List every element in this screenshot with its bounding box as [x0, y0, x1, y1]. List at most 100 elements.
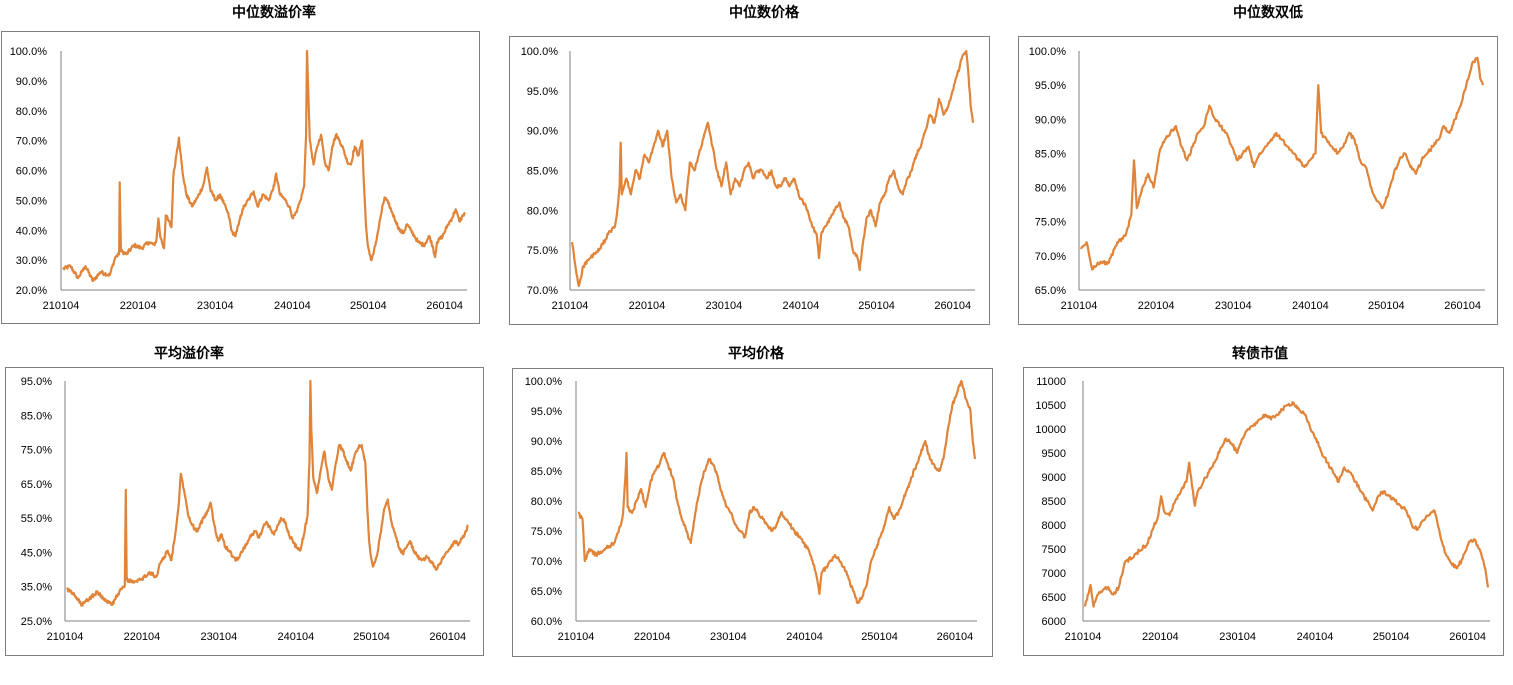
- x-tick-label: 220104: [1142, 631, 1179, 643]
- x-tick-label: 240104: [782, 300, 819, 312]
- x-tick-label: 260104: [1449, 631, 1486, 643]
- y-tick-label: 65.0%: [1035, 285, 1066, 297]
- x-tick-label: 220104: [1138, 300, 1175, 312]
- y-tick-label: 75.0%: [21, 445, 52, 457]
- series-line: [577, 379, 977, 605]
- y-tick-label: 85.0%: [21, 410, 52, 422]
- x-tick-label: 220104: [629, 300, 666, 312]
- x-tick-label: 230104: [706, 300, 743, 312]
- y-tick-label: 75.0%: [531, 526, 562, 538]
- y-tick-label: 6500: [1042, 592, 1066, 604]
- y-tick-label: 60.0%: [531, 616, 562, 628]
- chart-1-title: 中位数溢价率: [232, 5, 316, 21]
- x-tick-label: 240104: [1297, 631, 1334, 643]
- x-tick-label: 230104: [1215, 300, 1252, 312]
- chart-2-title: 中位数价格: [729, 5, 799, 21]
- x-tick-label: 230104: [710, 631, 747, 643]
- x-tick-label: 210104: [43, 300, 80, 312]
- x-tick-label: 210104: [558, 631, 595, 643]
- x-tick-label: 250104: [350, 300, 387, 312]
- y-tick-label: 80.0%: [531, 496, 562, 508]
- x-tick-label: 250104: [858, 300, 895, 312]
- y-tick-label: 6000: [1042, 616, 1066, 628]
- x-tick-label: 240104: [1292, 300, 1329, 312]
- chart-6-title: 转债市值: [1232, 346, 1288, 362]
- y-tick-label: 65.0%: [21, 479, 52, 491]
- y-tick-label: 70.0%: [527, 285, 558, 297]
- y-tick-label: 90.0%: [527, 126, 558, 138]
- y-tick-label: 90.0%: [16, 76, 47, 88]
- y-tick-label: 25.0%: [21, 616, 52, 628]
- y-tick-label: 60.0%: [16, 166, 47, 178]
- series-line: [62, 49, 466, 283]
- y-tick-label: 95.0%: [527, 86, 558, 98]
- y-tick-label: 10500: [1035, 400, 1066, 412]
- y-tick-label: 85.0%: [527, 166, 558, 178]
- y-tick-label: 9000: [1042, 472, 1066, 484]
- x-tick-label: 220104: [120, 300, 157, 312]
- x-tick-label: 210104: [1065, 631, 1102, 643]
- x-tick-label: 220104: [634, 631, 671, 643]
- y-tick-label: 95.0%: [531, 406, 562, 418]
- y-tick-label: 7500: [1042, 544, 1066, 556]
- x-tick-label: 250104: [861, 631, 898, 643]
- chart-4-title: 平均溢价率: [154, 346, 224, 362]
- chart-4-frame: [5, 367, 484, 656]
- x-tick-label: 210104: [1061, 300, 1098, 312]
- y-tick-label: 55.0%: [21, 513, 52, 525]
- y-tick-label: 7000: [1042, 568, 1066, 580]
- x-tick-label: 260104: [426, 300, 463, 312]
- x-tick-label: 250104: [1373, 631, 1410, 643]
- y-tick-label: 100.0%: [1029, 46, 1067, 58]
- y-tick-label: 9500: [1042, 448, 1066, 460]
- y-tick-label: 10000: [1035, 424, 1066, 436]
- y-tick-label: 80.0%: [527, 205, 558, 217]
- y-tick-label: 8000: [1042, 520, 1066, 532]
- y-tick-label: 45.0%: [21, 547, 52, 559]
- y-tick-label: 100.0%: [525, 376, 563, 388]
- y-tick-label: 75.0%: [1035, 217, 1066, 229]
- y-tick-label: 50.0%: [16, 195, 47, 207]
- x-tick-label: 260104: [1444, 300, 1481, 312]
- x-tick-label: 210104: [552, 300, 589, 312]
- x-tick-label: 240104: [786, 631, 823, 643]
- x-tick-label: 230104: [1219, 631, 1256, 643]
- x-tick-label: 250104: [1368, 300, 1405, 312]
- y-tick-label: 95.0%: [1035, 80, 1066, 92]
- x-tick-label: 260104: [934, 300, 971, 312]
- y-tick-label: 90.0%: [1035, 114, 1066, 126]
- chart-2-frame: [509, 36, 990, 325]
- y-tick-label: 100.0%: [521, 46, 559, 58]
- chart-5-title: 平均价格: [728, 346, 784, 362]
- y-tick-label: 65.0%: [531, 586, 562, 598]
- x-tick-label: 220104: [124, 631, 161, 643]
- y-tick-label: 75.0%: [527, 245, 558, 257]
- x-tick-label: 230104: [197, 300, 234, 312]
- y-tick-label: 85.0%: [1035, 148, 1066, 160]
- y-tick-label: 95.0%: [21, 376, 52, 388]
- chart-3-title: 中位数双低: [1233, 5, 1303, 21]
- y-tick-label: 40.0%: [16, 225, 47, 237]
- y-tick-label: 20.0%: [16, 285, 47, 297]
- x-tick-label: 240104: [274, 300, 311, 312]
- x-tick-label: 240104: [277, 631, 314, 643]
- y-tick-label: 90.0%: [531, 436, 562, 448]
- x-tick-label: 260104: [429, 631, 466, 643]
- y-tick-label: 85.0%: [531, 466, 562, 478]
- y-tick-label: 35.0%: [21, 582, 52, 594]
- series-line: [1079, 56, 1485, 271]
- y-tick-label: 8500: [1042, 496, 1066, 508]
- y-tick-label: 70.0%: [1035, 251, 1066, 263]
- series-line: [66, 379, 469, 607]
- series-line: [1083, 401, 1490, 608]
- x-tick-label: 260104: [937, 631, 974, 643]
- x-tick-label: 230104: [201, 631, 238, 643]
- x-tick-label: 250104: [353, 631, 390, 643]
- x-tick-label: 210104: [47, 631, 84, 643]
